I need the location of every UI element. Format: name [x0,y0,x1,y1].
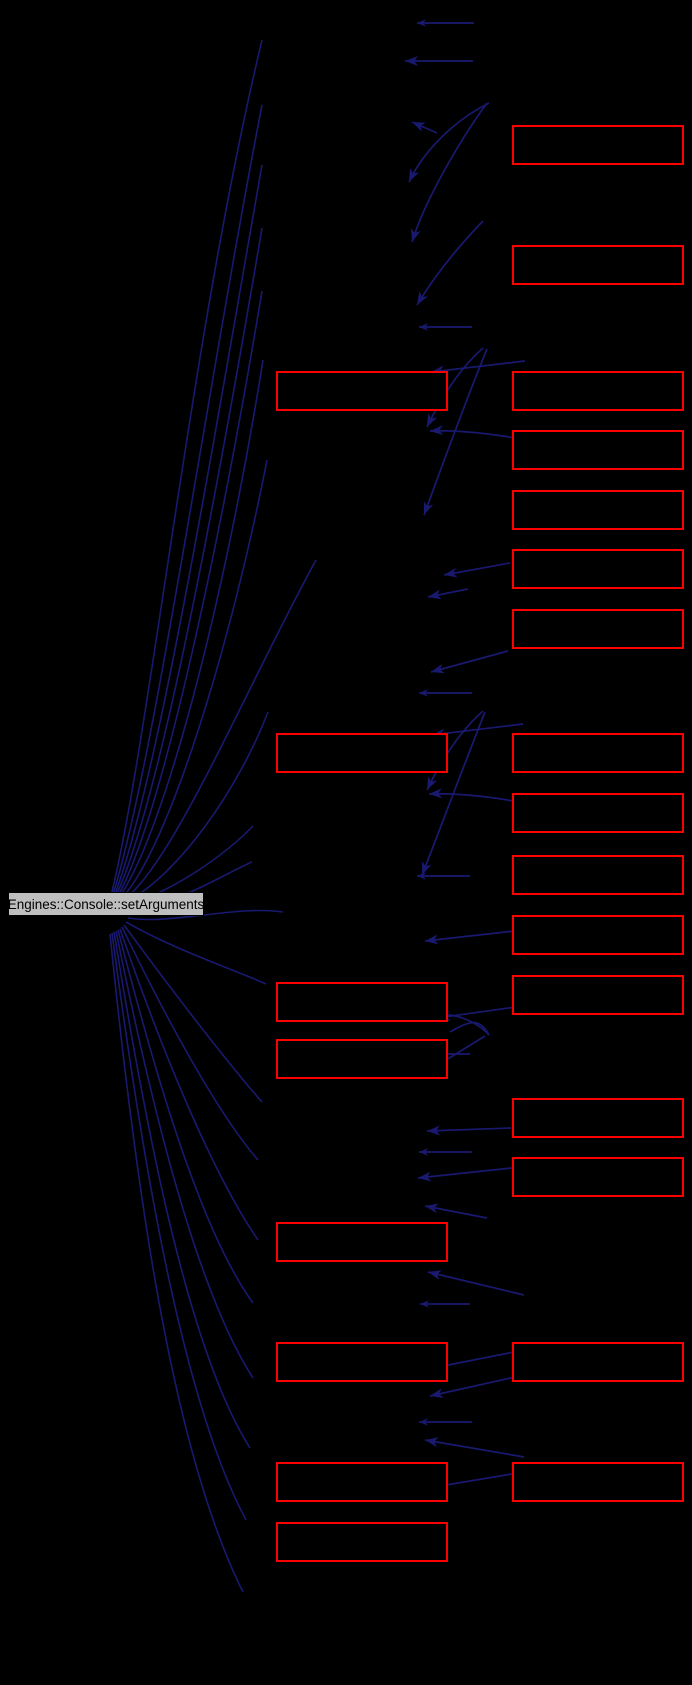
caller-node[interactable] [276,733,448,773]
caller-node[interactable] [512,609,684,649]
caller-node[interactable] [276,1222,448,1262]
caller-node[interactable] [512,125,684,165]
root-node[interactable]: Engines::Console::setArguments [8,892,204,916]
caller-node[interactable] [512,793,684,833]
caller-node[interactable] [512,733,684,773]
caller-node[interactable] [512,371,684,411]
caller-node[interactable] [512,1462,684,1502]
caller-node[interactable] [512,1157,684,1197]
caller-node[interactable] [512,549,684,589]
caller-node[interactable] [276,1039,448,1079]
caller-node[interactable] [512,245,684,285]
caller-node[interactable] [276,1462,448,1502]
caller-node[interactable] [512,1098,684,1138]
caller-node[interactable] [276,371,448,411]
caller-node[interactable] [512,490,684,530]
edges-into-root-lower-mid [417,1005,524,1219]
caller-node[interactable] [276,1522,448,1562]
caller-node[interactable] [276,982,448,1022]
caller-node[interactable] [512,855,684,895]
edges-into-root-top [405,19,490,331]
caller-node[interactable] [276,1342,448,1382]
caller-node[interactable] [512,975,684,1015]
caller-node[interactable] [512,915,684,955]
caller-node[interactable] [512,430,684,470]
root-node-label: Engines::Console::setArguments [7,896,205,912]
caller-node[interactable] [512,1342,684,1382]
